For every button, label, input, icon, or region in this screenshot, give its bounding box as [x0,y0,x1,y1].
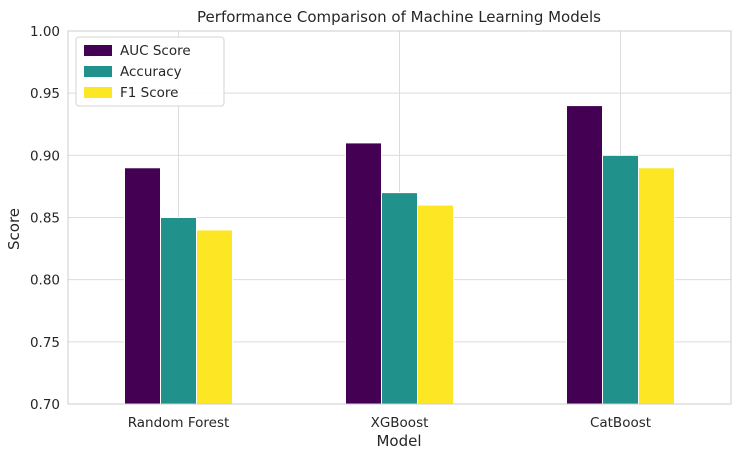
bar-f1-score [417,204,454,405]
x-axis-label: Model [376,432,421,450]
legend: AUC Score Accuracy F1 Score [75,36,225,107]
y-axis-label: Score [5,208,23,250]
legend-label: AUC Score [120,43,191,59]
legend-box [75,36,225,107]
y-tick-label: 0.70 [30,397,60,413]
bar-f1-score [638,167,675,405]
bar-accuracy [160,217,197,405]
chart-title: Performance Comparison of Machine Learni… [197,8,601,26]
y-tick-label: 0.75 [30,335,60,351]
x-tick-label: CatBoost [590,415,651,431]
bar-accuracy [602,154,639,405]
bar-auc-score [566,105,603,405]
plot-frame [67,30,732,405]
legend-swatch-f1-score [84,87,112,98]
legend-label: Accuracy [120,64,182,80]
legend-swatch-auc-score [84,45,112,56]
bar-auc-score [124,167,161,405]
y-tick-label: 0.80 [30,273,60,289]
legend-swatch-accuracy [84,66,112,77]
y-tick-label: 0.90 [30,148,60,164]
bar-accuracy [381,192,418,405]
y-tick-label: 0.95 [30,86,60,102]
y-tick-label: 0.85 [30,211,60,227]
plot-area: 0.70 0.75 0.80 0.85 0.90 0.95 1.00 Random Fores… [30,24,732,431]
bar-f1-score [196,229,233,405]
x-tick-label: Random Forest [128,415,230,431]
legend-label: F1 Score [120,85,178,101]
bar-auc-score [345,142,382,405]
x-tick-label: XGBoost [371,415,429,431]
y-tick-label: 1.00 [30,24,60,40]
